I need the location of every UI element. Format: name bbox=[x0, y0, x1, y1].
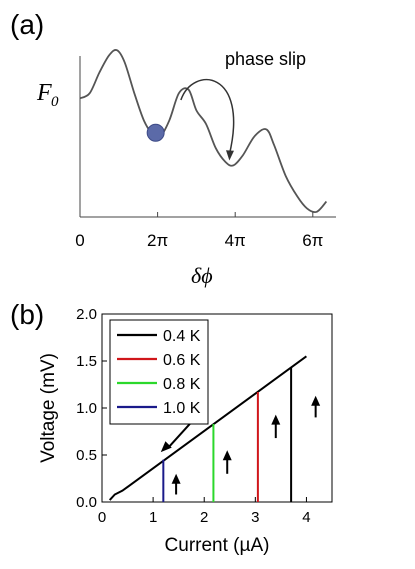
y-tick-label: 0.0 bbox=[76, 494, 97, 511]
up-arrow-head bbox=[271, 414, 281, 425]
legend-label: 0.8 K bbox=[163, 376, 201, 393]
x-tick-label: 1 bbox=[149, 509, 157, 526]
panel-b-xlabel: Current (µA) bbox=[165, 535, 270, 556]
panel-b-y-ticks: 0.0 0.5 1.0 1.5 2.0 bbox=[76, 306, 107, 511]
panel-a-xlabel: δϕ bbox=[191, 263, 213, 288]
y-tick-label: 1.5 bbox=[76, 353, 97, 370]
phase-particle bbox=[146, 123, 165, 142]
panel-a-x-tick-label: 6π bbox=[302, 231, 323, 250]
panel-a-x-tick-label: 2π bbox=[147, 231, 168, 250]
phase-slip-arrow bbox=[180, 78, 235, 155]
y-tick-label: 2.0 bbox=[76, 306, 97, 323]
legend-label: 0.6 K bbox=[163, 352, 201, 369]
x-tick-label: 4 bbox=[302, 509, 310, 526]
panel-a-label: (a) bbox=[10, 9, 44, 40]
up-arrow-head bbox=[222, 450, 232, 461]
free-energy-subscript: 0 bbox=[51, 94, 59, 110]
panel-b-label: (b) bbox=[10, 299, 44, 330]
down-arrow-head bbox=[160, 441, 172, 453]
up-arrows bbox=[171, 395, 321, 495]
panel-a-ylabel: F 0 bbox=[36, 80, 59, 110]
switching-jumps bbox=[162, 367, 293, 502]
free-energy-curve bbox=[79, 49, 328, 214]
panel-a-x-ticks: 0 2π 4π 6π bbox=[75, 212, 323, 250]
up-arrow-head bbox=[171, 473, 181, 484]
y-tick-label: 1.0 bbox=[76, 400, 97, 417]
up-arrow-head bbox=[311, 395, 321, 406]
panel-b-x-ticks: 0 1 2 3 4 bbox=[98, 497, 311, 526]
ohmic-branch-line bbox=[108, 355, 307, 501]
panel-b-ylabel: Voltage (mV) bbox=[38, 353, 59, 463]
x-tick-label: 2 bbox=[200, 509, 208, 526]
x-tick-label: 3 bbox=[251, 509, 259, 526]
y-tick-label: 0.5 bbox=[76, 447, 97, 464]
free-energy-symbol: F bbox=[36, 80, 52, 106]
phase-slip-annotation: phase slip bbox=[225, 49, 306, 69]
legend: 0.4 K 0.6 K 0.8 K 1.0 K bbox=[109, 319, 209, 425]
legend-label: 1.0 K bbox=[163, 400, 201, 417]
legend-label: 0.4 K bbox=[163, 328, 201, 345]
x-tick-label: 0 bbox=[98, 509, 106, 526]
panel-a-x-tick-label: 4π bbox=[225, 231, 246, 250]
phase-slip-arrowhead bbox=[226, 150, 234, 161]
panel-a-x-tick-label: 0 bbox=[75, 231, 84, 250]
